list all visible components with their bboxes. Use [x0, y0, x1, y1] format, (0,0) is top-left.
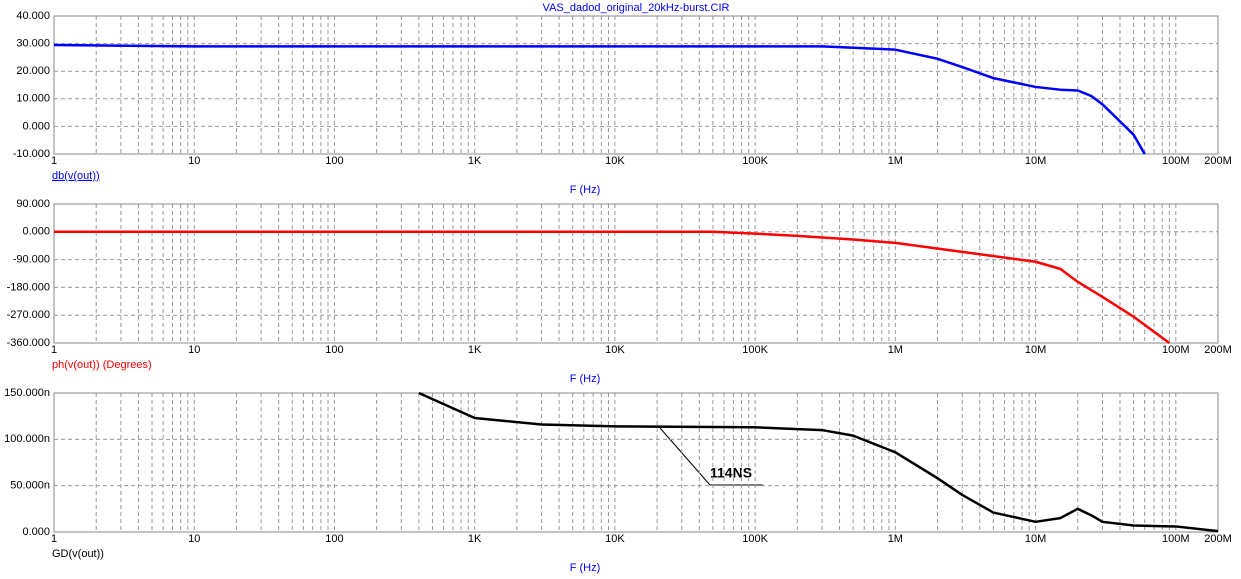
y-tick-label: 30.000 [16, 38, 50, 50]
data-line [54, 230, 1171, 345]
x-tick-label: 200M [1204, 533, 1232, 545]
x-tick-label: 100K [742, 344, 768, 356]
x-tick-label: 1K [468, 155, 482, 167]
x-tick-label: 200M [1204, 155, 1232, 167]
plot-frame [53, 392, 1219, 533]
x-tick-label: 1 [51, 533, 57, 545]
x-tick-label: 10K [605, 344, 625, 356]
y-tick-label: 90.000 [16, 198, 50, 210]
x-tick-label: 100M [1162, 344, 1190, 356]
y-tick-label: 150.000n [4, 387, 50, 399]
x-tick-label: 1 [51, 344, 57, 356]
x-tick-label: 10K [605, 533, 625, 545]
x-tick-label: 10 [188, 344, 200, 356]
x-tick-label: 1M [888, 533, 903, 545]
x-tick-label: 100K [742, 155, 768, 167]
x-tick-label: 100M [1162, 155, 1190, 167]
y-tick-label: 40.000 [16, 10, 50, 22]
x-axis-label: F (Hz) [570, 562, 601, 574]
x-tick-label: 200M [1204, 344, 1232, 356]
plot-frame [53, 203, 1219, 344]
y-tick-label: 0.000 [22, 226, 50, 238]
x-tick-label: 10M [1025, 344, 1046, 356]
y-tick-label: -270.000 [7, 309, 50, 321]
x-tick-label: 10 [188, 155, 200, 167]
y-tick-label: 10.000 [16, 93, 50, 105]
x-tick-label: 100 [325, 533, 343, 545]
y-tick-label: -90.000 [13, 254, 50, 266]
x-tick-label: 100M [1162, 533, 1190, 545]
y-tick-label: 50.000n [10, 480, 50, 492]
data-line [53, 43, 1146, 155]
y-axis-label: ph(v(out)) (Degrees) [52, 359, 152, 371]
y-tick-label: -360.000 [7, 337, 50, 349]
y-tick-label: 100.000n [4, 433, 50, 445]
x-tick-label: 100K [742, 533, 768, 545]
annotation-leader [659, 427, 711, 486]
x-tick-label: 10M [1025, 155, 1046, 167]
y-tick-label: -10.000 [13, 148, 50, 160]
x-tick-label: 10 [188, 533, 200, 545]
data-line [418, 391, 1219, 533]
x-tick-label: 10K [605, 155, 625, 167]
chart-title: VAS_dadod_original_20kHz-burst.CIR [543, 2, 730, 14]
x-tick-label: 1K [468, 344, 482, 356]
y-tick-label: -180.000 [7, 281, 50, 293]
x-tick-label: 1M [888, 155, 903, 167]
x-tick-label: 1K [468, 533, 482, 545]
x-tick-label: 1M [888, 344, 903, 356]
y-axis-label: db(v(out)) [52, 170, 100, 182]
x-tick-label: 1 [51, 155, 57, 167]
y-tick-label: 20.000 [16, 65, 50, 77]
x-axis-label: F (Hz) [570, 373, 601, 385]
x-tick-label: 10M [1025, 533, 1046, 545]
x-tick-label: 100 [325, 344, 343, 356]
y-axis-label: GD(v(out)) [52, 548, 104, 560]
y-tick-label: 0.000 [22, 120, 50, 132]
y-tick-label: 0.000 [22, 526, 50, 538]
plot-frame [53, 15, 1219, 155]
x-axis-label: F (Hz) [570, 184, 601, 196]
x-tick-label: 100 [325, 155, 343, 167]
annotation: 114NS [710, 465, 752, 481]
